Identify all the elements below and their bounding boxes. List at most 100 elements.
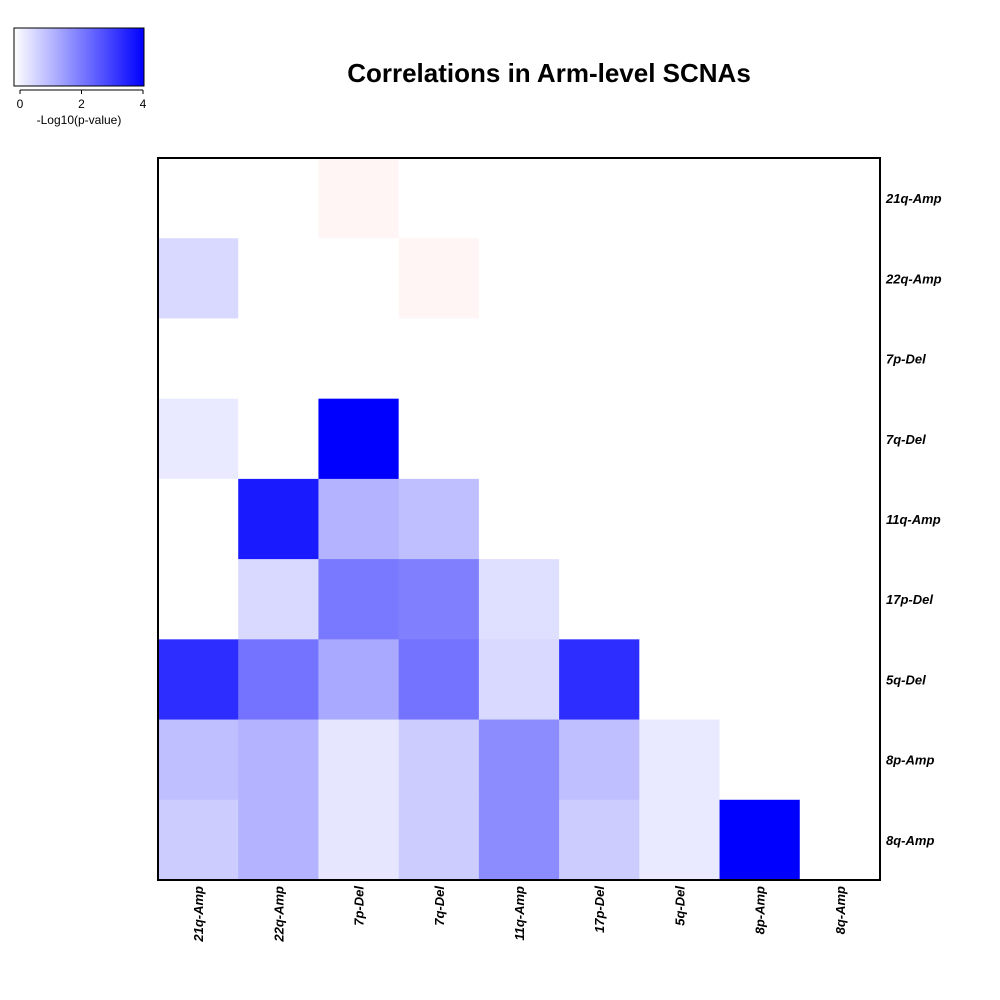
heatmap-cell-8q-Amp-21q-Amp [158, 799, 239, 881]
column-label: 21q-Amp [191, 886, 206, 943]
heatmap-cell-17p-Del-8q-Amp [799, 559, 881, 640]
heatmap-cell-11q-Amp-22q-Amp [238, 478, 319, 560]
column-label: 5q-Del [672, 886, 687, 926]
heatmap-cell-17p-Del-7q-Del [398, 559, 480, 640]
heatmap-cell-22q-Amp-8p-Amp [719, 238, 801, 319]
heatmap-cell-7p-Del-11q-Amp [478, 318, 560, 400]
column-label: 7q-Del [432, 886, 447, 926]
heatmap-cell-5q-Del-21q-Amp [158, 639, 239, 721]
column-label: 7p-Del [352, 886, 367, 926]
heatmap-cell-22q-Amp-22q-Amp [238, 238, 319, 319]
heatmap-cell-7q-Del-7p-Del [318, 398, 400, 480]
heatmap-cell-8p-Amp-7p-Del [318, 719, 400, 801]
heatmap-cell-7p-Del-7p-Del [318, 318, 400, 400]
heatmap-cell-8q-Amp-5q-Del [639, 799, 721, 881]
heatmap-cell-17p-Del-22q-Amp [238, 559, 319, 640]
heatmap-cell-17p-Del-11q-Amp [478, 559, 560, 640]
heatmap-cell-7q-Del-8q-Amp [799, 398, 881, 480]
row-label: 11q-Amp [886, 512, 941, 527]
heatmap-cell-17p-Del-7p-Del [318, 559, 400, 640]
heatmap-cell-8q-Amp-8p-Amp [719, 799, 801, 881]
heatmap-cell-22q-Amp-7q-Del [398, 238, 480, 319]
heatmap-cell-21q-Amp-7q-Del [398, 158, 480, 239]
heatmap-cell-21q-Amp-11q-Amp [478, 158, 560, 239]
legend-tick-label: 0 [17, 97, 24, 111]
heatmap-cell-8p-Amp-7q-Del [398, 719, 480, 801]
heatmap-cell-21q-Amp-21q-Amp [158, 158, 239, 239]
heatmap-cell-8p-Amp-8p-Amp [719, 719, 801, 801]
heatmap-cell-8q-Amp-7q-Del [398, 799, 480, 881]
heatmap-cell-17p-Del-8p-Amp [719, 559, 801, 640]
heatmap-cell-5q-Del-11q-Amp [478, 639, 560, 721]
heatmap-cell-8q-Amp-8q-Amp [799, 799, 881, 881]
heatmap-cell-5q-Del-22q-Amp [238, 639, 319, 721]
heatmap-cell-8q-Amp-7p-Del [318, 799, 400, 881]
column-labels: 21q-Amp 22q-Amp 7p-Del 7q-Del 11q-Amp 17p-Del… [191, 886, 848, 943]
heatmap-cell-17p-Del-21q-Amp [158, 559, 239, 640]
row-label: 8q-Amp [886, 833, 934, 848]
heatmap-cell-11q-Amp-5q-Del [639, 478, 721, 560]
heatmap-cell-7q-Del-11q-Amp [478, 398, 560, 480]
heatmap-cell-8p-Amp-8q-Amp [799, 719, 881, 801]
column-label: 22q-Amp [271, 886, 286, 943]
row-label: 7p-Del [886, 352, 926, 367]
row-label: 17p-Del [886, 592, 933, 607]
heatmap-cell-7p-Del-5q-Del [639, 318, 721, 400]
heatmap-cell-11q-Amp-8p-Amp [719, 478, 801, 560]
heatmap-cell-7q-Del-7q-Del [398, 398, 480, 480]
heatmap-cell-21q-Amp-22q-Amp [238, 158, 319, 239]
heatmap-cell-22q-Amp-11q-Amp [478, 238, 560, 319]
heatmap-cell-21q-Amp-17p-Del [559, 158, 640, 239]
row-label: 22q-Amp [885, 271, 942, 286]
column-label: 17p-Del [592, 886, 607, 933]
heatmap-cell-8q-Amp-11q-Amp [478, 799, 560, 881]
heatmap-cell-17p-Del-5q-Del [639, 559, 721, 640]
heatmap-cell-5q-Del-7p-Del [318, 639, 400, 721]
heatmap-cell-8p-Amp-21q-Amp [158, 719, 239, 801]
heatmap-cell-7p-Del-21q-Amp [158, 318, 239, 400]
column-label: 8q-Amp [833, 886, 848, 934]
heatmap-cell-11q-Amp-8q-Amp [799, 478, 881, 560]
heatmap-cell-11q-Amp-11q-Amp [478, 478, 560, 560]
plot-frame [157, 157, 881, 881]
heatmap-cell-8q-Amp-17p-Del [559, 799, 640, 881]
heatmap-cell-7q-Del-17p-Del [559, 398, 640, 480]
heatmap-cell-8p-Amp-5q-Del [639, 719, 721, 801]
heatmap-cell-11q-Amp-7q-Del [398, 478, 480, 560]
heatmap-cell-7q-Del-21q-Amp [158, 398, 239, 480]
heatmap-cell-7p-Del-22q-Amp [238, 318, 319, 400]
legend-color-bar [13, 27, 145, 87]
column-label: 11q-Amp [512, 886, 527, 941]
heatmap-cell-21q-Amp-7p-Del [318, 158, 400, 239]
heatmap-cell-17p-Del-17p-Del [559, 559, 640, 640]
row-label: 5q-Del [886, 672, 926, 687]
heatmap-cell-22q-Amp-5q-Del [639, 238, 721, 319]
heatmap-cell-5q-Del-8q-Amp [799, 639, 881, 721]
row-labels: 21q-Amp 22q-Amp 7p-Del 7q-Del 11q-Amp 17p-Del… [885, 191, 942, 848]
heatmap-cell-5q-Del-17p-Del [559, 639, 640, 721]
heatmap-cell-8q-Amp-22q-Amp [238, 799, 319, 881]
heatmap-cell-8p-Amp-11q-Amp [478, 719, 560, 801]
heatmap-cell-21q-Amp-8q-Amp [799, 158, 881, 239]
heatmap-cell-11q-Amp-21q-Amp [158, 478, 239, 560]
legend-tick-label: 4 [140, 97, 147, 111]
row-label: 7q-Del [886, 432, 926, 447]
row-label: 8p-Amp [886, 753, 934, 768]
heatmap-cell-22q-Amp-21q-Amp [158, 238, 239, 319]
heatmap-cell-8p-Amp-22q-Amp [238, 719, 319, 801]
legend-tick-label: 2 [78, 97, 85, 111]
heatmap-cell-22q-Amp-17p-Del [559, 238, 640, 319]
heatmap-cell-5q-Del-8p-Amp [719, 639, 801, 721]
color-legend: 0 2 4 -Log10(p-value) [13, 27, 147, 127]
heatmap-cells [158, 158, 881, 881]
heatmap-cell-7p-Del-8q-Amp [799, 318, 881, 400]
heatmap-cell-7q-Del-8p-Amp [719, 398, 801, 480]
column-label: 8p-Amp [753, 886, 768, 934]
heatmap-cell-21q-Amp-5q-Del [639, 158, 721, 239]
heatmap-cell-5q-Del-7q-Del [398, 639, 480, 721]
heatmap-cell-7q-Del-5q-Del [639, 398, 721, 480]
heatmap-cell-11q-Amp-17p-Del [559, 478, 640, 560]
heatmap-cell-22q-Amp-8q-Amp [799, 238, 881, 319]
